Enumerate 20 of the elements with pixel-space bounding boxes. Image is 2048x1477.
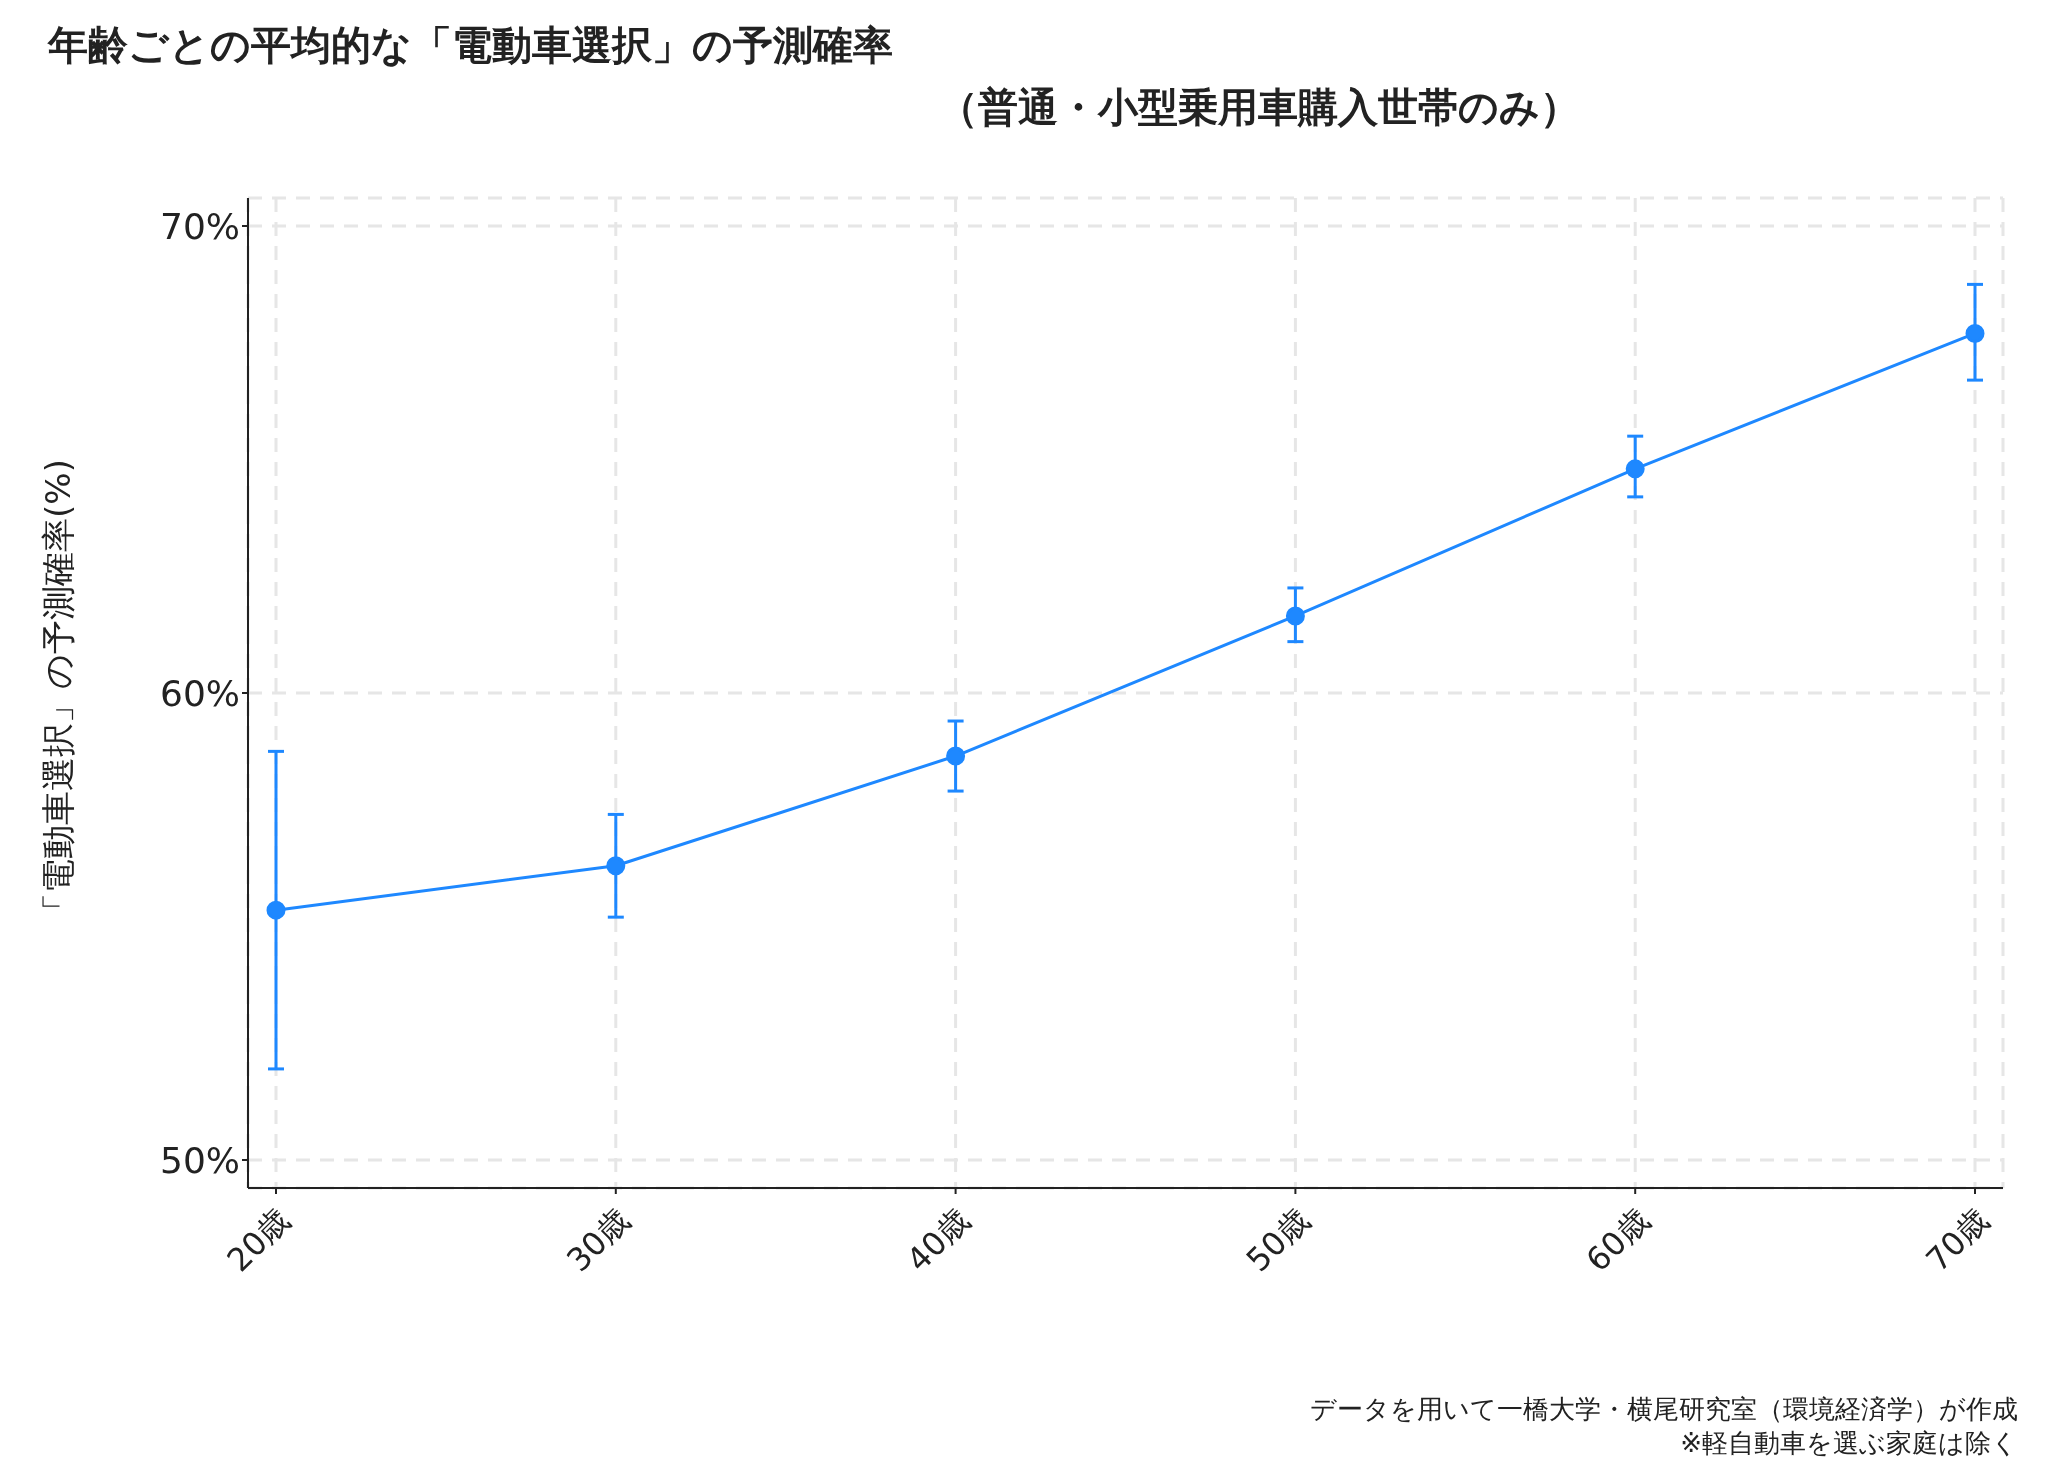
point <box>1965 323 1985 343</box>
point <box>266 900 286 920</box>
chart-subtitle: （普通・小型乗用車購入世帯のみ） <box>938 83 1580 132</box>
text: ※軽自動車を選ぶ家庭は除く <box>1679 1426 2018 1460</box>
y-tick-label: 60% <box>159 672 240 714</box>
x-tick-label: 60歳 <box>1578 1200 1657 1280</box>
x-tick-label: 70歳 <box>1918 1200 1997 1280</box>
x-tick-label: 40歳 <box>899 1200 978 1280</box>
point <box>1625 459 1645 479</box>
point <box>606 856 626 876</box>
x-tick-label: 20歳 <box>219 1200 298 1280</box>
x-tick-label: 50歳 <box>1238 1200 1318 1280</box>
text: データを用いて一橋大学・横尾研究室（環境経済学）が作成 <box>1310 1393 2018 1426</box>
x-tick-label: 30歳 <box>559 1200 638 1280</box>
point <box>1285 606 1305 626</box>
point <box>946 746 966 766</box>
chart-title: 年齢ごとの平均的な「電動車選択」の予測確率 <box>48 21 893 70</box>
y-tick-label: 50% <box>159 1139 240 1181</box>
y-tick-label: 70% <box>159 205 240 247</box>
y-axis-title: 「電動車選択」の予測確率(%) <box>38 459 79 927</box>
